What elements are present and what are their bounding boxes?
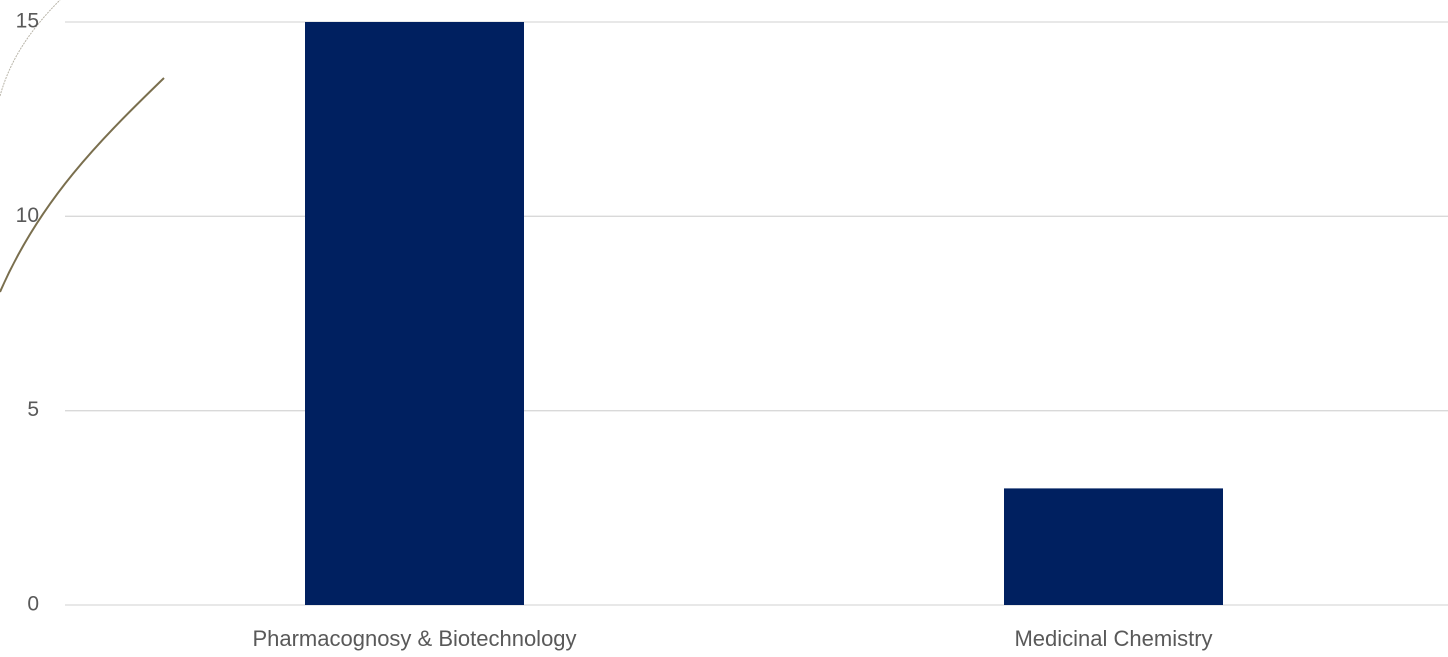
decoration xyxy=(0,0,61,97)
x-tick-label: Medicinal Chemistry xyxy=(1014,626,1212,651)
y-tick-label: 0 xyxy=(27,593,39,616)
y-tick-label: 15 xyxy=(16,10,39,33)
bar xyxy=(1004,488,1223,605)
bar xyxy=(305,22,524,605)
y-tick-label: 10 xyxy=(16,204,39,227)
x-tick-label: Pharmacognosy & Biotechnology xyxy=(252,626,576,651)
y-tick-label: 5 xyxy=(27,398,39,421)
decoration xyxy=(0,77,165,293)
